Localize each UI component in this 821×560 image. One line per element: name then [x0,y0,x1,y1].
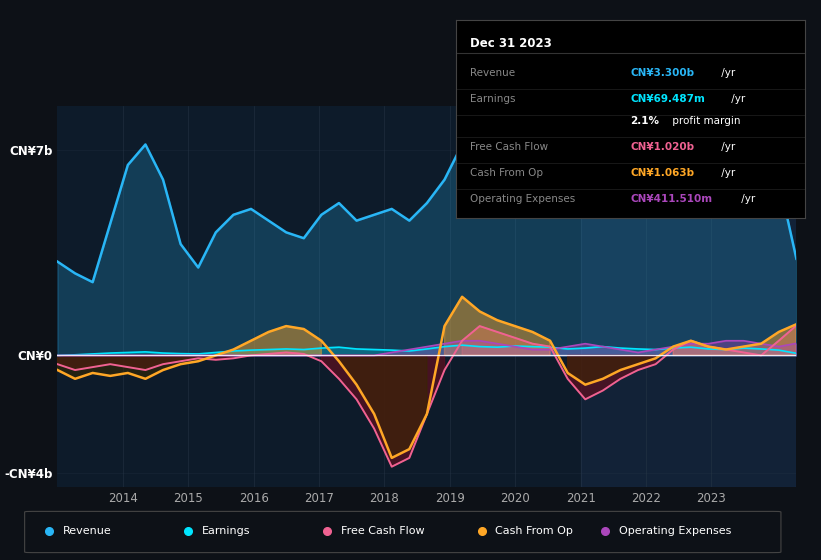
Text: Operating Expenses: Operating Expenses [470,194,575,203]
Text: /yr: /yr [718,167,736,178]
Text: Cash From Op: Cash From Op [495,526,573,536]
Text: CN¥3.300b: CN¥3.300b [631,68,695,78]
Text: profit margin: profit margin [669,116,741,126]
Text: Free Cash Flow: Free Cash Flow [341,526,424,536]
Text: /yr: /yr [718,142,736,152]
Text: CN¥1.020b: CN¥1.020b [631,142,695,152]
Text: /yr: /yr [718,68,736,78]
Text: 2.1%: 2.1% [631,116,659,126]
Text: /yr: /yr [737,194,754,203]
Text: CN¥1.063b: CN¥1.063b [631,167,695,178]
Text: Revenue: Revenue [470,68,515,78]
Text: CN¥69.487m: CN¥69.487m [631,94,705,104]
Text: Cash From Op: Cash From Op [470,167,543,178]
Text: Earnings: Earnings [470,94,515,104]
Bar [580,106,796,487]
Text: Dec 31 2023: Dec 31 2023 [470,38,552,50]
Text: Revenue: Revenue [63,526,112,536]
Text: Free Cash Flow: Free Cash Flow [470,142,548,152]
Text: CN¥411.510m: CN¥411.510m [631,194,713,203]
Text: /yr: /yr [728,94,745,104]
Text: Operating Expenses: Operating Expenses [619,526,732,536]
Text: Earnings: Earnings [202,526,250,536]
